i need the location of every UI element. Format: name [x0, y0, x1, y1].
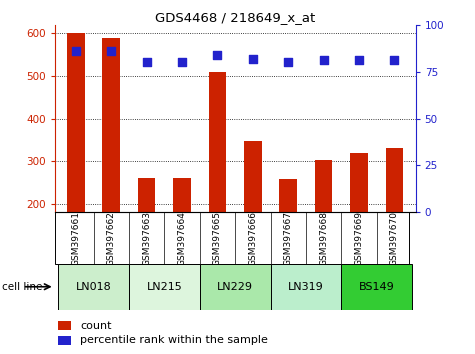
Point: [285, 59, 292, 65]
Bar: [58, 321, 71, 330]
Point: [355, 58, 363, 63]
Point: [214, 52, 221, 58]
Text: LN215: LN215: [146, 282, 182, 292]
Bar: [244, 141, 262, 289]
Bar: [67, 33, 85, 289]
FancyBboxPatch shape: [129, 264, 200, 310]
Text: GSM397662: GSM397662: [107, 211, 116, 266]
Text: LN319: LN319: [288, 282, 324, 292]
FancyBboxPatch shape: [200, 264, 271, 310]
FancyBboxPatch shape: [342, 264, 412, 310]
Point: [320, 58, 327, 63]
Text: GSM397670: GSM397670: [390, 211, 399, 266]
Text: GSM397664: GSM397664: [178, 211, 187, 266]
Text: GSM397669: GSM397669: [354, 211, 363, 266]
Bar: [279, 179, 297, 289]
Bar: [315, 160, 332, 289]
Point: [178, 59, 186, 65]
Text: count: count: [80, 321, 112, 331]
Text: BS149: BS149: [359, 282, 395, 292]
Text: percentile rank within the sample: percentile rank within the sample: [80, 336, 268, 346]
Point: [107, 48, 115, 54]
FancyBboxPatch shape: [271, 264, 342, 310]
Text: GSM397666: GSM397666: [248, 211, 257, 266]
Text: GSM397665: GSM397665: [213, 211, 222, 266]
Point: [249, 56, 256, 61]
Bar: [103, 38, 120, 289]
Bar: [138, 178, 155, 289]
Text: LN018: LN018: [76, 282, 112, 292]
Bar: [58, 336, 71, 345]
Bar: [386, 148, 403, 289]
Text: GSM397668: GSM397668: [319, 211, 328, 266]
Text: GSM397661: GSM397661: [71, 211, 80, 266]
FancyBboxPatch shape: [58, 264, 129, 310]
Point: [143, 59, 151, 65]
Text: LN229: LN229: [217, 282, 253, 292]
Bar: [173, 178, 191, 289]
Text: cell line: cell line: [2, 282, 43, 292]
Point: [390, 58, 398, 63]
Title: GDS4468 / 218649_x_at: GDS4468 / 218649_x_at: [155, 11, 315, 24]
Point: [72, 48, 80, 54]
Bar: [350, 153, 368, 289]
Text: GSM397667: GSM397667: [284, 211, 293, 266]
Text: GSM397663: GSM397663: [142, 211, 151, 266]
Bar: [209, 72, 226, 289]
